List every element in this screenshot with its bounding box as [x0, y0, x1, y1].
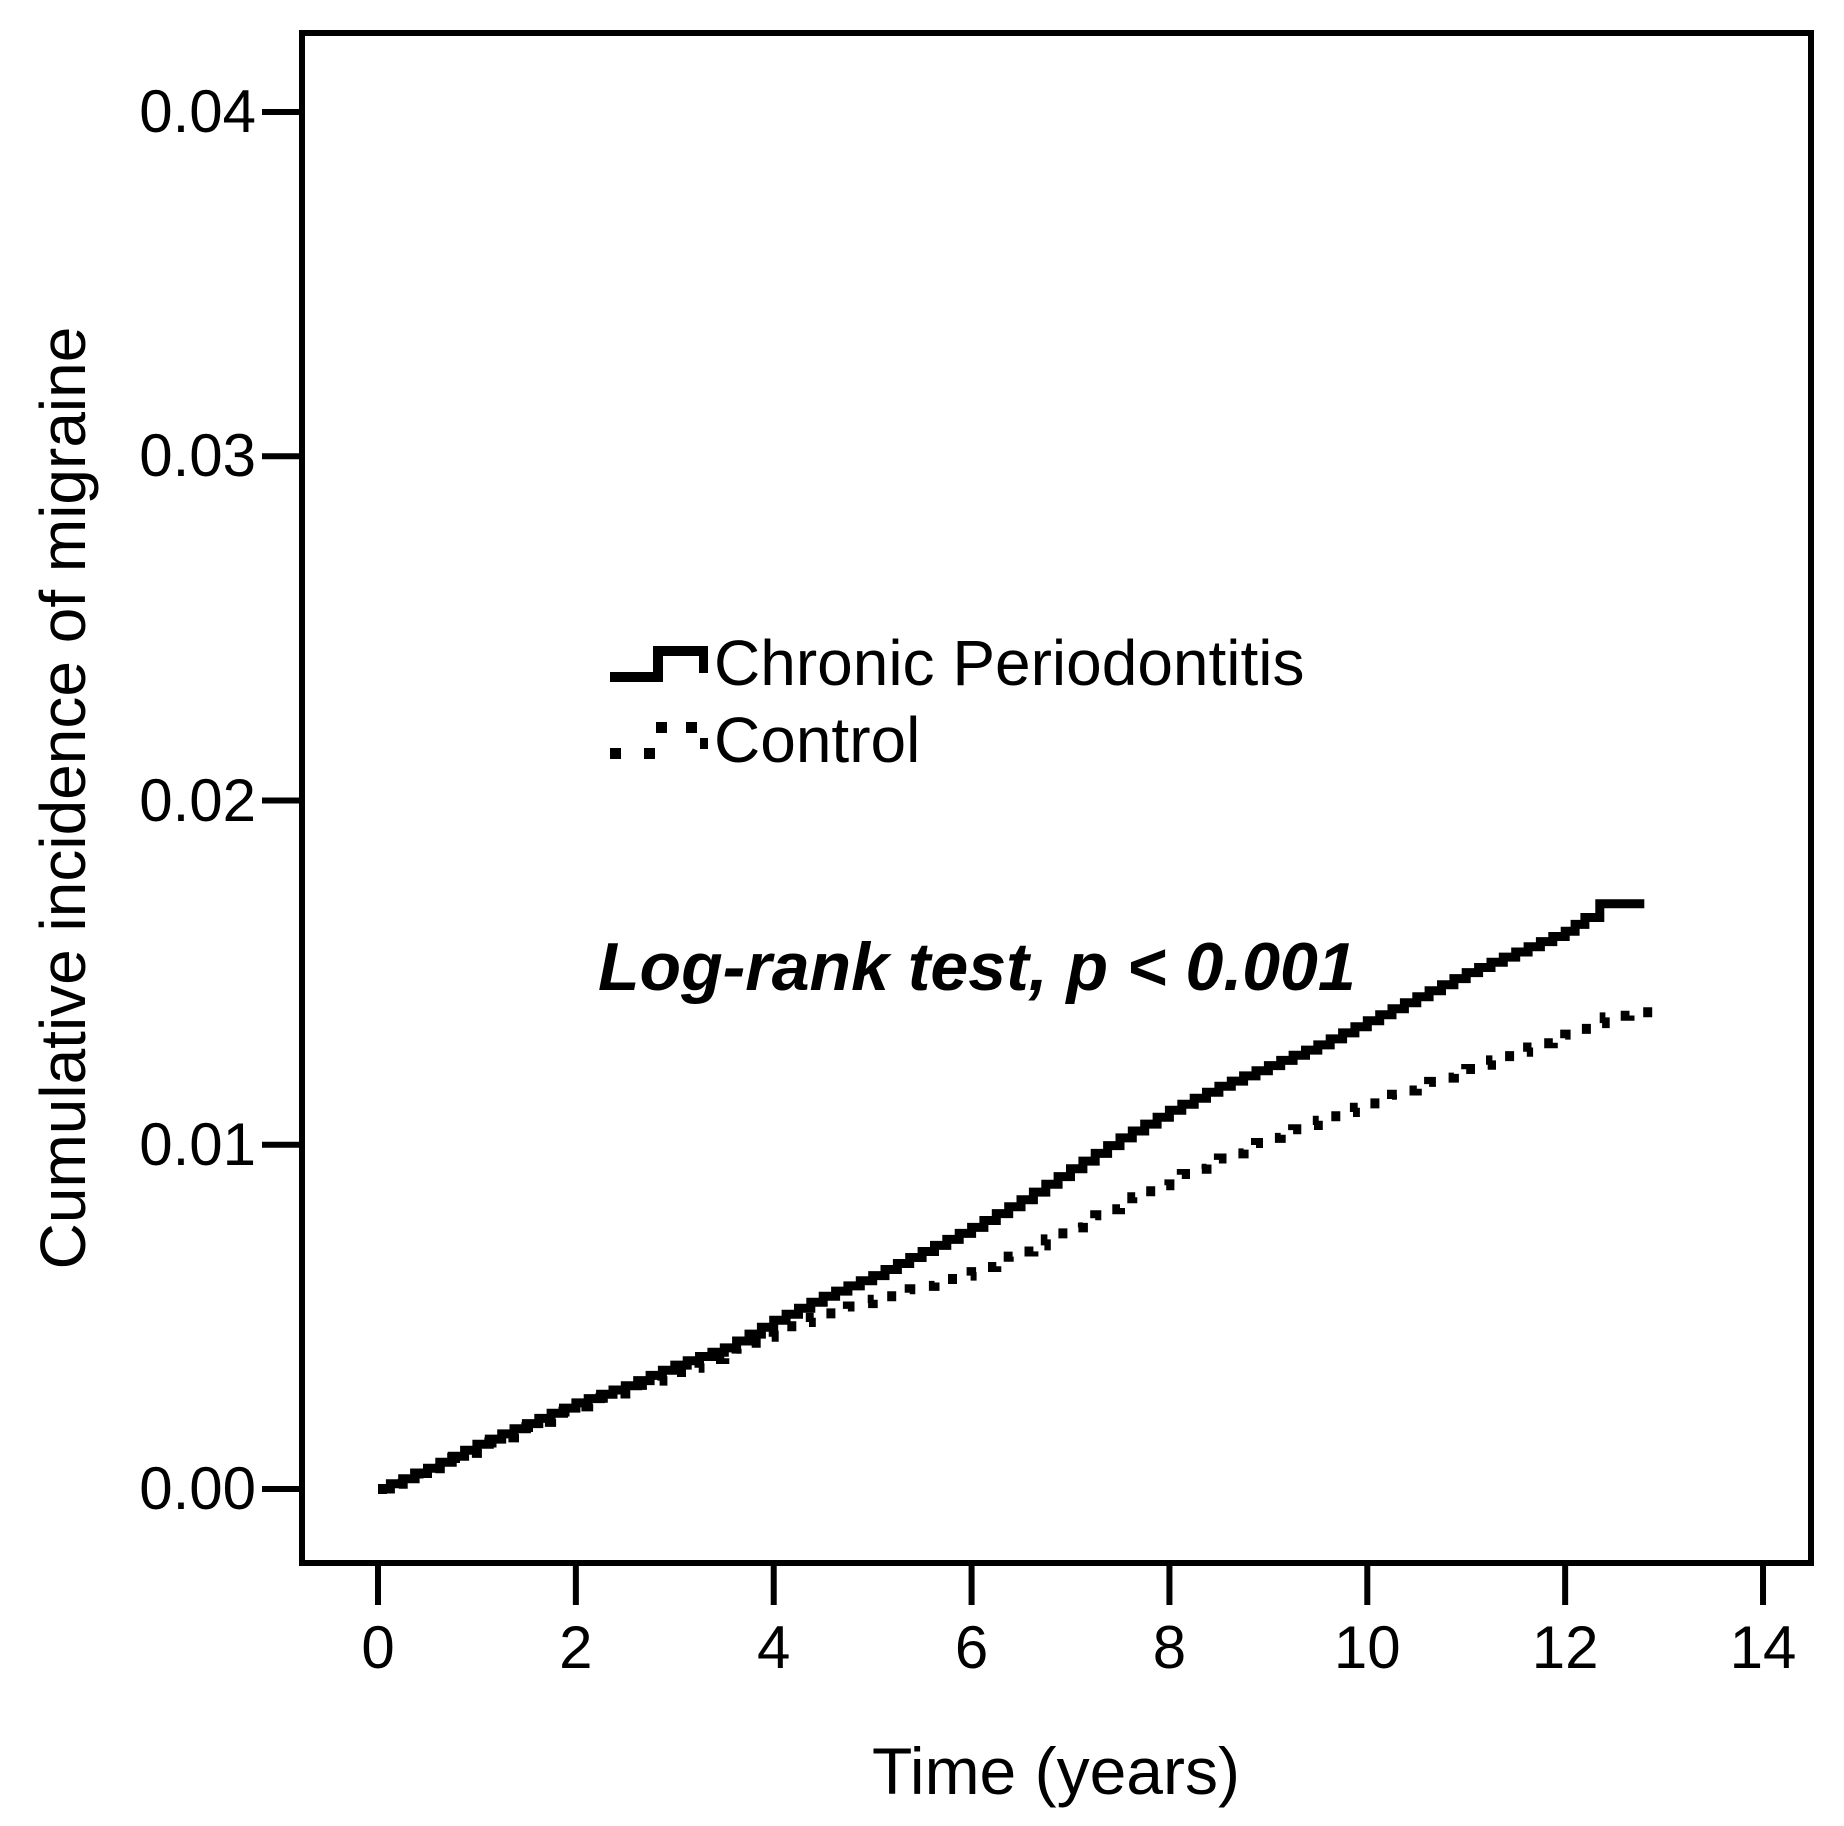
- solid-step-line-icon: [610, 645, 708, 682]
- plot-frame: [299, 30, 1814, 1566]
- x-tick-label: 4: [757, 1614, 791, 1681]
- dotted-step-line-icon: [610, 721, 708, 759]
- legend-label-chronic-periodontitis: Chronic Periodontitis: [714, 626, 1305, 699]
- legend-item-chronic-periodontitis: Chronic Periodontitis: [608, 624, 1305, 701]
- legend-item-control: Control: [608, 701, 1305, 778]
- y-tick-label: 0.03: [139, 422, 256, 490]
- y-tick-label: 0.02: [139, 766, 256, 834]
- x-tick-label: 0: [361, 1614, 395, 1681]
- x-tick-label: 2: [559, 1614, 593, 1681]
- y-tick-label: 0.04: [139, 78, 256, 145]
- x-tick-label: 10: [1333, 1614, 1401, 1681]
- x-tick-label: 8: [1152, 1614, 1187, 1681]
- chronic-periodontitis-curve: [378, 899, 1645, 1494]
- x-tick-label: 12: [1531, 1614, 1599, 1681]
- log-rank-annotation: Log-rank test, p < 0.001: [598, 929, 1356, 1005]
- control-curve: [378, 1007, 1660, 1494]
- x-tick-label: 6: [954, 1614, 989, 1681]
- legend-label-control: Control: [714, 703, 921, 776]
- legend: Chronic Periodontitis Control: [608, 624, 1305, 778]
- x-tick-label: 14: [1729, 1614, 1797, 1681]
- y-tick-label: 0.01: [139, 1110, 256, 1178]
- y-tick-label: 0.00: [139, 1455, 256, 1522]
- x-axis-label: Time (years): [872, 1734, 1240, 1808]
